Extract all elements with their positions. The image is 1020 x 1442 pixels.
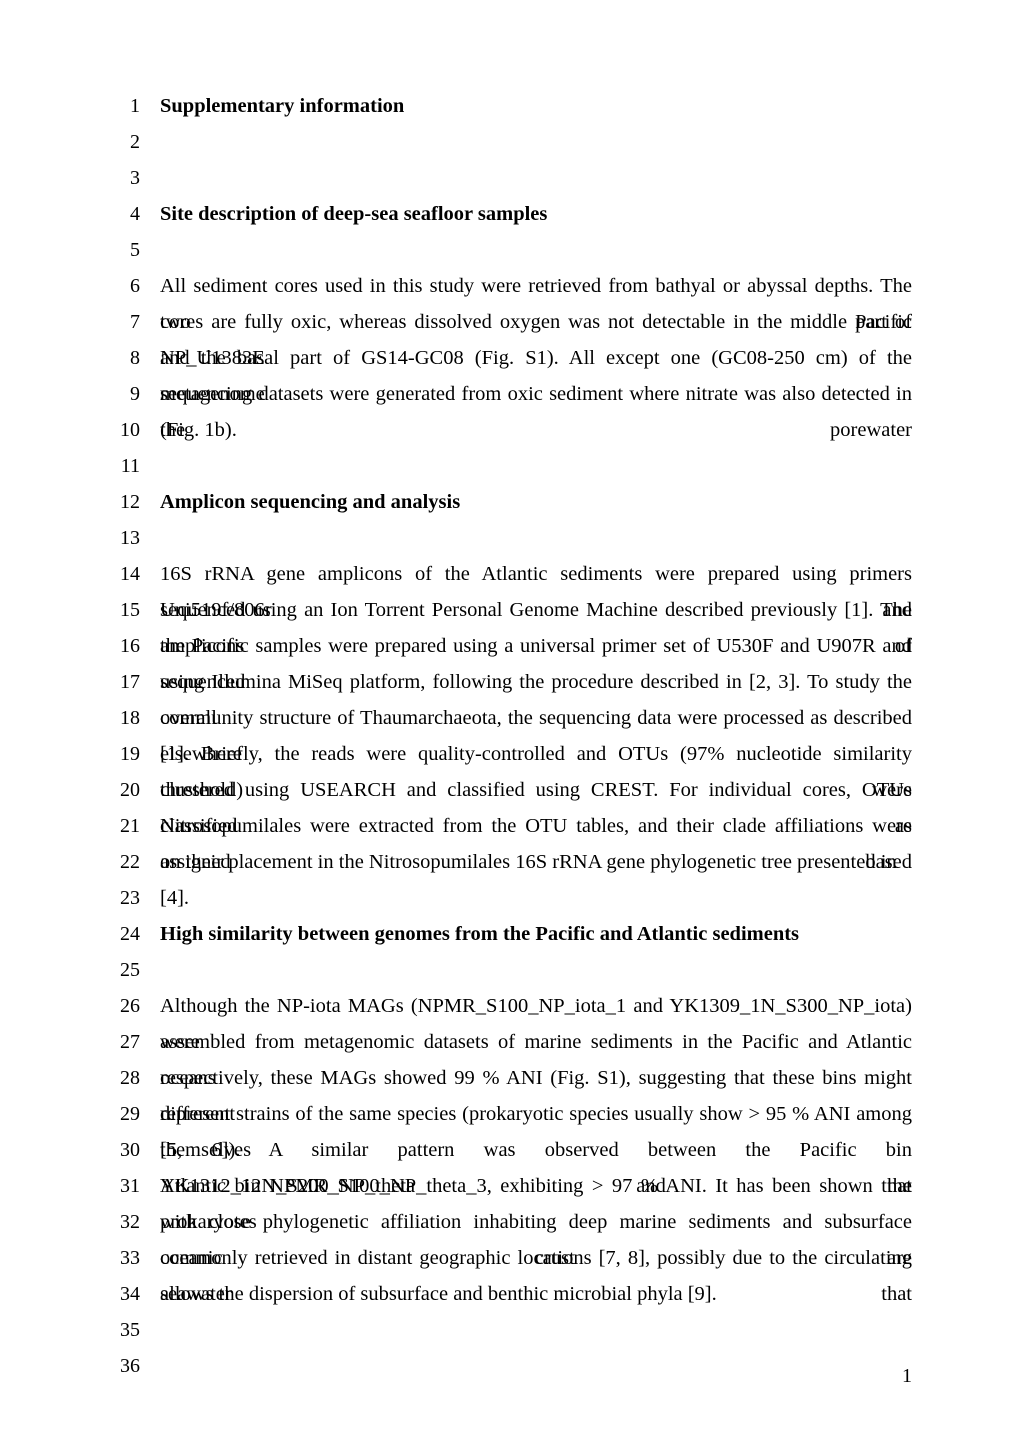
document-line [160,124,912,160]
heading-text: Supplementary information [160,88,912,124]
line-number: 2 [108,131,140,154]
line-number: 19 [108,743,140,766]
document-line: using Illumina MiSeq platform, following… [160,664,912,700]
document-line: Nitrosopumilales were extracted from the… [160,808,912,844]
document-line: community structure of Thaumarchaeota, t… [160,700,912,736]
line-number: 21 [108,815,140,838]
heading-text: High similarity between genomes from the… [160,916,912,952]
line-number: 24 [108,923,140,946]
document-line: commonly retrieved in distant geographic… [160,1240,912,1276]
line-number: 5 [108,239,140,262]
document-line: on their placement in the Nitrosopumilal… [160,844,912,880]
document-line: and the basal part of GS14-GC08 (Fig. S1… [160,340,912,376]
line-number: 27 [108,1031,140,1054]
document-line: High similarity between genomes from the… [160,916,912,952]
document-line: [1]. Briefly, the reads were quality-con… [160,736,912,772]
document-line: clustered using USEARCH and classified u… [160,772,912,808]
document-line [160,160,912,196]
document-line: 16S rRNA gene amplicons of the Atlantic … [160,556,912,592]
line-number: 22 [108,851,140,874]
heading-text: Site description of deep-sea seafloor sa… [160,196,912,232]
document-line [160,952,912,988]
line-number: 36 [108,1355,140,1378]
document-line [160,880,912,916]
document-line: All sediment cores used in this study we… [160,268,912,304]
line-number: 18 [108,707,140,730]
line-number: 30 [108,1139,140,1162]
body-text: (Fig. 1b). [160,412,912,448]
document-line [160,232,912,268]
line-number: 33 [108,1247,140,1270]
line-number: 32 [108,1211,140,1234]
document-line: different strains of the same species (p… [160,1096,912,1132]
document-line [160,520,912,556]
line-number: 35 [108,1319,140,1342]
line-number: 25 [108,959,140,982]
document-line [160,1348,912,1384]
document-line [160,1312,912,1348]
line-number: 3 [108,167,140,190]
line-number: 4 [108,203,140,226]
document-line: sequenced using an Ion Torrent Personal … [160,592,912,628]
line-number: 10 [108,419,140,442]
document-line: Site description of deep-sea seafloor sa… [160,196,912,232]
document-line: Atlantic bin NPMR_S100_NP_theta_3, exhib… [160,1168,912,1204]
line-number: 6 [108,275,140,298]
document-line: [5, 6]). A similar pattern was observed … [160,1132,912,1168]
document-line: allows the dispersion of subsurface and … [160,1276,912,1312]
document-page: Supplementary information Site descriptio… [0,0,1020,1442]
document-line [160,448,912,484]
document-line: Although the NP-iota MAGs (NPMR_S100_NP_… [160,988,912,1024]
line-number: 26 [108,995,140,1018]
line-number: 20 [108,779,140,802]
line-number: 7 [108,311,140,334]
line-number: 28 [108,1067,140,1090]
document-line: cores are fully oxic, whereas dissolved … [160,304,912,340]
document-line: Supplementary information [160,88,912,124]
page-content: Supplementary information Site descriptio… [160,88,912,1384]
line-number: 9 [108,383,140,406]
page-number: 1 [902,1365,912,1388]
document-line: Amplicon sequencing and analysis [160,484,912,520]
document-line: sequencing datasets were generated from … [160,376,912,412]
line-number: 11 [108,455,140,478]
line-number: 17 [108,671,140,694]
heading-text: Amplicon sequencing and analysis [160,484,912,520]
line-number: 31 [108,1175,140,1198]
line-number: 8 [108,347,140,370]
document-line: with close phylogenetic affiliation inha… [160,1204,912,1240]
line-number: 29 [108,1103,140,1126]
body-text: allows the dispersion of subsurface and … [160,1276,912,1312]
line-number: 16 [108,635,140,658]
line-number: 1 [108,95,140,118]
document-line: (Fig. 1b). [160,412,912,448]
document-line: assembled from metagenomic datasets of m… [160,1024,912,1060]
line-number: 13 [108,527,140,550]
line-number: 34 [108,1283,140,1306]
line-number: 12 [108,491,140,514]
document-line: respectively, these MAGs showed 99 % ANI… [160,1060,912,1096]
line-number: 15 [108,599,140,622]
line-number: 23 [108,887,140,910]
document-line: the Pacific samples were prepared using … [160,628,912,664]
line-number: 14 [108,563,140,586]
